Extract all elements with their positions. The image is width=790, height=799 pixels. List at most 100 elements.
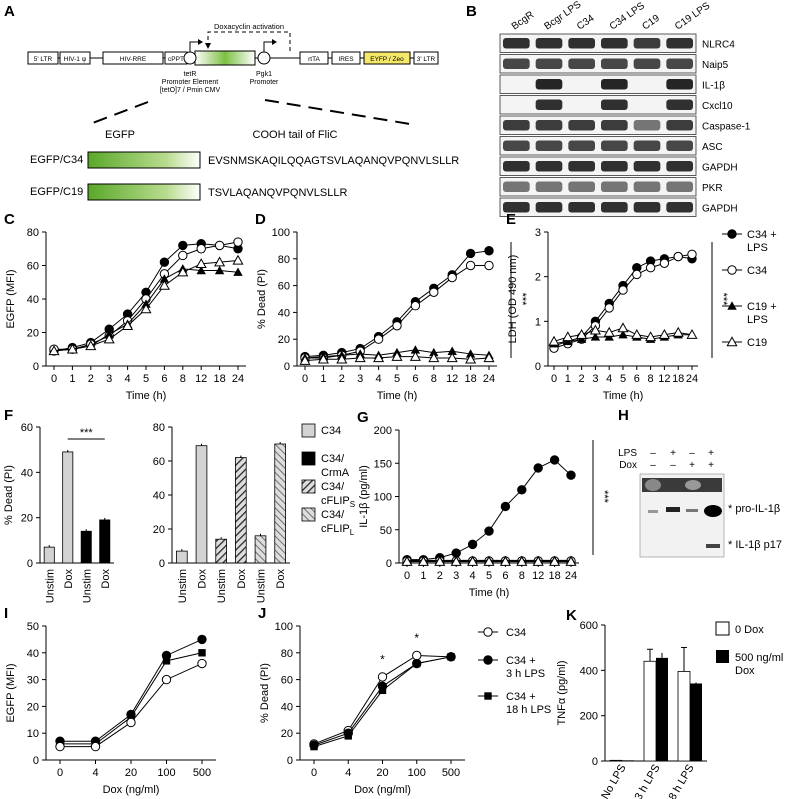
y-tick-label: 200 <box>580 711 598 723</box>
series-line <box>407 459 572 561</box>
blot-row-label: Naip5 <box>702 60 729 71</box>
pgk-promoter-icon <box>257 51 271 65</box>
y-tick-label: 20 <box>153 524 165 536</box>
blot-band <box>666 161 693 172</box>
blot-band <box>568 181 595 192</box>
bar-500-dox <box>690 683 702 761</box>
x-tick-label: 500 <box>193 767 211 779</box>
data-point <box>214 240 225 251</box>
x-tick-label: 8 <box>648 373 654 385</box>
data-point <box>429 287 439 297</box>
tetr-promoter-icon <box>183 51 197 65</box>
data-point <box>378 686 387 695</box>
legend-swatch <box>301 451 316 466</box>
blot-band <box>666 99 693 110</box>
blot-band <box>666 181 693 192</box>
data-point <box>645 263 656 273</box>
x-tick-label: 12 <box>658 373 670 385</box>
significance-star: * <box>380 653 385 667</box>
data-point <box>484 246 494 256</box>
panel-letter: D <box>255 211 266 228</box>
x-tick-label: 4 <box>92 767 98 779</box>
bar <box>254 535 267 564</box>
series-line <box>60 663 203 748</box>
segment-label: 5' LTR <box>34 56 53 63</box>
y-tick-label: 200 <box>374 425 392 437</box>
x-tick-label: 2 <box>437 570 443 582</box>
blot-band <box>601 120 628 131</box>
blot-row-label: IL-1β <box>702 80 725 91</box>
data-point <box>659 258 670 268</box>
data-point <box>484 260 494 271</box>
legend-label-2: Dox <box>735 665 755 677</box>
y-tick-label: 600 <box>580 620 598 632</box>
data-point <box>417 555 429 566</box>
legend-label: C34/ <box>321 509 345 521</box>
y-tick-label: 60 <box>27 261 39 273</box>
data-point <box>127 713 135 721</box>
data-point <box>434 555 446 566</box>
data-point <box>566 470 576 480</box>
x-axis-label: Dox (ng/ml) <box>103 784 160 796</box>
data-point <box>140 303 152 314</box>
data-point <box>196 265 206 275</box>
data-point <box>632 269 642 280</box>
y-tick-label: 3 <box>535 227 541 239</box>
x-tick-label: 4 <box>470 570 476 582</box>
x-tick-label: 18 <box>464 373 476 385</box>
y-tick-label: 80 <box>281 648 293 660</box>
blot-band <box>535 99 563 110</box>
lane-label: C19 LPS <box>673 0 712 32</box>
panel-letter: E <box>506 211 516 228</box>
x-axis-label: Time (h) <box>126 390 167 402</box>
y-tick-label: 20 <box>21 513 33 525</box>
panel-b-letter: B <box>466 3 477 20</box>
data-point <box>233 267 243 276</box>
data-point <box>310 742 318 751</box>
bar <box>176 550 188 564</box>
category-label: 18 h LPS <box>664 763 697 799</box>
data-point <box>198 649 206 657</box>
blot-band <box>633 181 661 192</box>
segment-label: HIV-1 ψ <box>64 56 87 63</box>
legend-label: C34/ <box>321 481 345 493</box>
legend-swatch <box>301 479 316 494</box>
blot-band <box>645 479 661 491</box>
construct-name: EGFP/C19 <box>30 186 83 198</box>
data-point <box>409 350 421 361</box>
lane-label: C19 <box>640 13 662 33</box>
y-tick-label: 60 <box>278 281 290 293</box>
y-tick-label: 0 <box>535 361 541 373</box>
data-point <box>672 326 684 337</box>
blot-band <box>666 202 693 213</box>
x-tick-label: 1 <box>69 373 75 385</box>
bar-label: Unstim <box>216 569 228 603</box>
panel-a: A 5' LTR HIV-1 ψ HIV-RRE cPPT rtTA IRES EYFP /… <box>4 3 459 201</box>
data-point <box>631 329 643 339</box>
data-point <box>549 555 561 566</box>
condition-sign: – <box>650 460 656 471</box>
legend-label: C19 <box>747 337 767 349</box>
blot-band <box>601 99 628 110</box>
bar-label: Dox <box>236 569 248 589</box>
egfp-insert <box>194 50 256 66</box>
data-point <box>562 331 574 342</box>
data-point <box>467 539 478 550</box>
blot-band <box>503 120 530 131</box>
blot-band <box>633 58 661 69</box>
data-point <box>516 555 528 566</box>
data-point <box>161 674 172 685</box>
series-line <box>304 250 490 358</box>
data-point <box>604 303 614 313</box>
panel-letter: C <box>4 211 15 228</box>
x-tick-label: 3 <box>592 373 598 385</box>
data-point <box>162 657 171 665</box>
blot-band <box>535 202 563 213</box>
condition-sign: – <box>670 460 676 471</box>
data-point <box>727 265 737 275</box>
